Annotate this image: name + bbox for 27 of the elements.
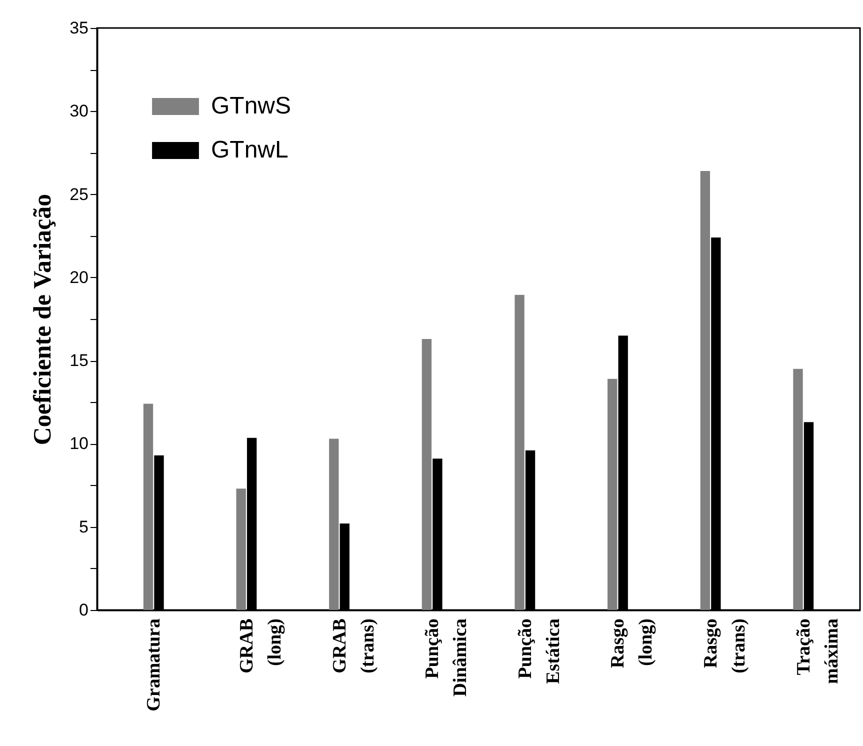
- x-tick-label: Punção Dinâmica: [422, 618, 472, 697]
- y-tick-label: 30: [70, 102, 88, 121]
- y-tick-label: 25: [70, 184, 88, 204]
- x-tick-label: Punção Estática: [514, 618, 564, 684]
- x-tick-label: GRAB (trans): [329, 618, 378, 674]
- x-tick-label: GRAB (long): [236, 618, 286, 674]
- legend-label: GTnwS: [211, 92, 292, 120]
- y-tick-label: 15: [70, 351, 88, 370]
- legend-label: GTnwL: [211, 136, 288, 164]
- x-tick-label: Gramatura: [144, 618, 165, 712]
- bar: [514, 294, 524, 610]
- bar: [329, 438, 339, 610]
- y-tick-label: 10: [70, 434, 88, 454]
- bar: [422, 338, 432, 610]
- bar: [793, 368, 803, 610]
- x-tick-label: Rasgo (long): [608, 618, 657, 668]
- x-tick-label: Tração máxima: [793, 618, 842, 684]
- bar: [143, 404, 154, 610]
- x-tick-label: Rasgo (trans): [700, 618, 750, 674]
- bar: [236, 488, 246, 610]
- bar: [700, 171, 710, 610]
- y-tick-label: 0: [79, 600, 88, 620]
- y-tick-label: 5: [79, 517, 88, 536]
- bar: [608, 378, 618, 610]
- y-tick-label: 20: [70, 268, 88, 287]
- y-tick-label: 35: [70, 18, 88, 38]
- y-axis-title: Coeficiente de Variação: [30, 194, 57, 446]
